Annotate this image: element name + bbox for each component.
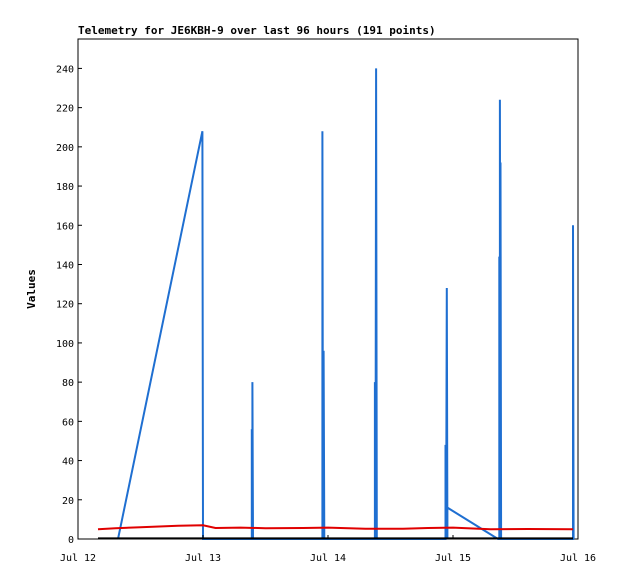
x-tick-label: Jul 12 — [60, 553, 96, 564]
x-tick-label: Jul 13 — [185, 553, 221, 564]
y-tick-label: 100 — [56, 339, 74, 350]
x-tick-label: Jul 16 — [560, 553, 596, 564]
x-axis-ticks: Jul 12 Jul 13 Jul 14 Jul 15 Jul 16 — [60, 535, 596, 564]
y-tick-label: 160 — [56, 221, 74, 232]
y-tick-label: 40 — [62, 457, 74, 468]
y-tick-label: 120 — [56, 300, 74, 311]
series-line-2 — [97, 524, 574, 531]
y-tick-label: 140 — [56, 260, 74, 271]
y-tick-label: 0 — [68, 535, 74, 546]
x-tick-label: Jul 14 — [310, 553, 346, 564]
y-tick-label: 240 — [56, 64, 74, 75]
y-tick-label: 180 — [56, 182, 74, 193]
y-axis-ticks: 0 20 40 60 80 100 120 140 160 180 200 220 240 — [56, 64, 82, 546]
y-tick-label: 60 — [62, 417, 74, 428]
y-tick-label: 80 — [62, 378, 74, 389]
y-tick-label: 220 — [56, 104, 74, 115]
series-layer — [97, 68, 575, 540]
y-tick-label: 20 — [62, 496, 74, 507]
y-tick-label: 200 — [56, 143, 74, 154]
chart-title: Telemetry for JE6KBH-9 over last 96 hour… — [78, 24, 436, 37]
plot-frame — [77, 38, 579, 540]
y-axis-label: Values — [25, 269, 38, 309]
x-tick-label: Jul 15 — [435, 553, 471, 564]
